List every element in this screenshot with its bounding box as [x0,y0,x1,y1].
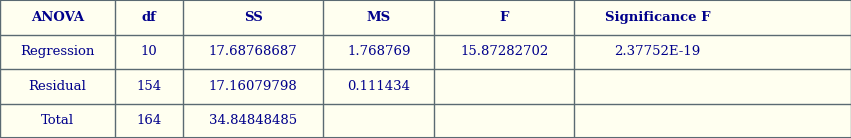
Text: Total: Total [41,114,74,127]
Text: 0.111434: 0.111434 [347,80,410,93]
Text: 154: 154 [136,80,162,93]
Text: df: df [141,11,157,24]
Text: SS: SS [243,11,263,24]
Text: 15.87282702: 15.87282702 [460,45,548,58]
Text: F: F [500,11,509,24]
Text: 34.84848485: 34.84848485 [209,114,297,127]
Text: 17.16079798: 17.16079798 [208,80,298,93]
Text: Residual: Residual [28,80,87,93]
Text: 164: 164 [136,114,162,127]
Text: 1.768769: 1.768769 [347,45,410,58]
Text: Significance F: Significance F [605,11,710,24]
Text: 10: 10 [140,45,157,58]
Text: Regression: Regression [20,45,94,58]
Text: 17.68768687: 17.68768687 [208,45,298,58]
Text: 2.37752E-19: 2.37752E-19 [614,45,700,58]
Text: MS: MS [367,11,391,24]
Text: ANOVA: ANOVA [31,11,84,24]
